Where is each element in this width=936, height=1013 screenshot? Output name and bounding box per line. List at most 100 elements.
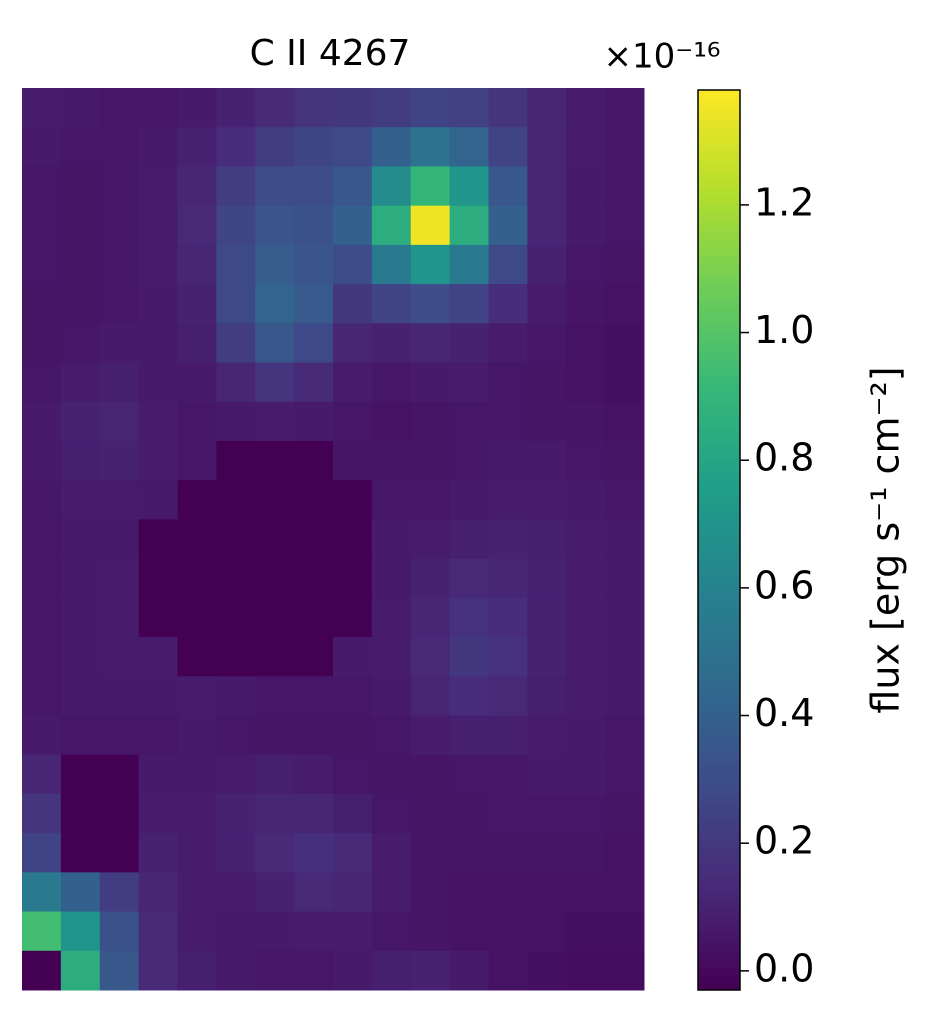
heatmap-cell [216, 911, 256, 952]
heatmap-cell [333, 519, 373, 560]
heatmap-cell [605, 793, 645, 834]
colorbar-swatch [698, 907, 740, 916]
heatmap-cell [333, 597, 373, 638]
colorbar-swatch [698, 600, 740, 608]
heatmap-cell [60, 793, 101, 834]
heatmap-cell [527, 597, 567, 638]
heatmap-cell [138, 793, 178, 834]
heatmap-cell [333, 323, 373, 364]
heatmap-cell [333, 362, 373, 403]
colorbar-swatch [698, 847, 740, 856]
heatmap-cell [99, 833, 140, 873]
heatmap-cell [605, 872, 645, 913]
colorbar-swatch [698, 862, 740, 871]
heatmap-cell [410, 519, 451, 560]
colorbar-swatch [698, 885, 740, 893]
heatmap-cell [333, 205, 373, 246]
heatmap-cell [566, 911, 606, 952]
heatmap-cell [216, 480, 256, 520]
heatmap-cell [60, 88, 101, 128]
colorbar-swatch [698, 675, 740, 683]
heatmap-cell [605, 244, 645, 285]
heatmap-cell [449, 401, 489, 442]
heatmap-cell [60, 362, 101, 403]
heatmap-cell [216, 950, 256, 991]
heatmap-cell [410, 715, 451, 756]
heatmap-cell [294, 597, 334, 638]
heatmap-cell [449, 715, 489, 756]
colorbar-swatch [698, 172, 740, 181]
heatmap-cell [99, 950, 140, 991]
heatmap-cell [371, 637, 412, 677]
colorbar-swatch [698, 300, 740, 308]
heatmap-cell [22, 88, 62, 128]
heatmap-cell [566, 88, 606, 128]
heatmap-cell [216, 597, 256, 638]
heatmap-cell [605, 833, 645, 873]
heatmap-cell [22, 401, 62, 442]
colorbar-swatch [698, 247, 740, 256]
heatmap-cell [371, 793, 412, 834]
heatmap-cell [22, 911, 62, 952]
heatmap-cell [605, 440, 645, 481]
colorbar-swatch [698, 667, 740, 676]
colorbar-swatch [698, 187, 740, 196]
heatmap-cell [99, 597, 140, 638]
heatmap-cell [99, 244, 140, 285]
heatmap-cell [410, 597, 451, 638]
colorbar-swatch [698, 142, 740, 151]
heatmap-cell [333, 558, 373, 599]
heatmap-cell [177, 637, 217, 677]
colorbar-swatch [698, 622, 740, 631]
heatmap-cell [449, 676, 489, 716]
heatmap-cell [294, 754, 334, 795]
colorbar-swatch [698, 720, 740, 728]
colorbar-tick-label: 0.4 [754, 691, 814, 735]
heatmap-cell [138, 676, 178, 716]
colorbar-swatch [698, 712, 740, 721]
colorbar-swatch [698, 780, 740, 788]
heatmap-cell [22, 519, 62, 560]
heatmap-cell [255, 127, 295, 167]
heatmap-cell [177, 597, 217, 638]
colorbar-swatch [698, 705, 740, 713]
colorbar-swatch [698, 802, 740, 811]
heatmap-cell [566, 950, 606, 991]
heatmap-cell [410, 362, 451, 403]
heatmap-cell [333, 637, 373, 677]
heatmap-cell [527, 284, 567, 324]
heatmap-cell [255, 754, 295, 795]
colorbar-swatch [698, 982, 740, 991]
colorbar-swatch [698, 825, 740, 833]
heatmap-cell [488, 440, 528, 481]
heatmap-cell [449, 480, 489, 520]
heatmap-cell [22, 362, 62, 403]
colorbar-swatch [698, 232, 740, 241]
colorbar-swatch [698, 735, 740, 743]
heatmap-cell [60, 833, 101, 873]
heatmap-cell [488, 597, 528, 638]
heatmap-cell [177, 872, 217, 913]
heatmap-cell [294, 362, 334, 403]
heatmap-cell [371, 754, 412, 795]
heatmap-cell [60, 519, 101, 560]
colorbar-swatch [698, 555, 740, 563]
colorbar-swatch [698, 330, 740, 338]
colorbar-swatch [698, 210, 740, 218]
heatmap-cell [255, 637, 295, 677]
colorbar-swatch [698, 412, 740, 421]
heatmap-cell [566, 244, 606, 285]
colorbar-swatch [698, 262, 740, 271]
heatmap-cell [449, 519, 489, 560]
heatmap-cell [371, 127, 412, 167]
chart-title: C II 4267 [250, 33, 411, 74]
colorbar-swatch [698, 615, 740, 623]
heatmap-cell [216, 362, 256, 403]
heatmap-cell [410, 440, 451, 481]
heatmap-cell [294, 950, 334, 991]
heatmap-cell [60, 127, 101, 167]
heatmap-cell [99, 362, 140, 403]
colorbar-swatch [698, 532, 740, 541]
heatmap-cell [527, 205, 567, 246]
colorbar-swatch [698, 465, 740, 473]
